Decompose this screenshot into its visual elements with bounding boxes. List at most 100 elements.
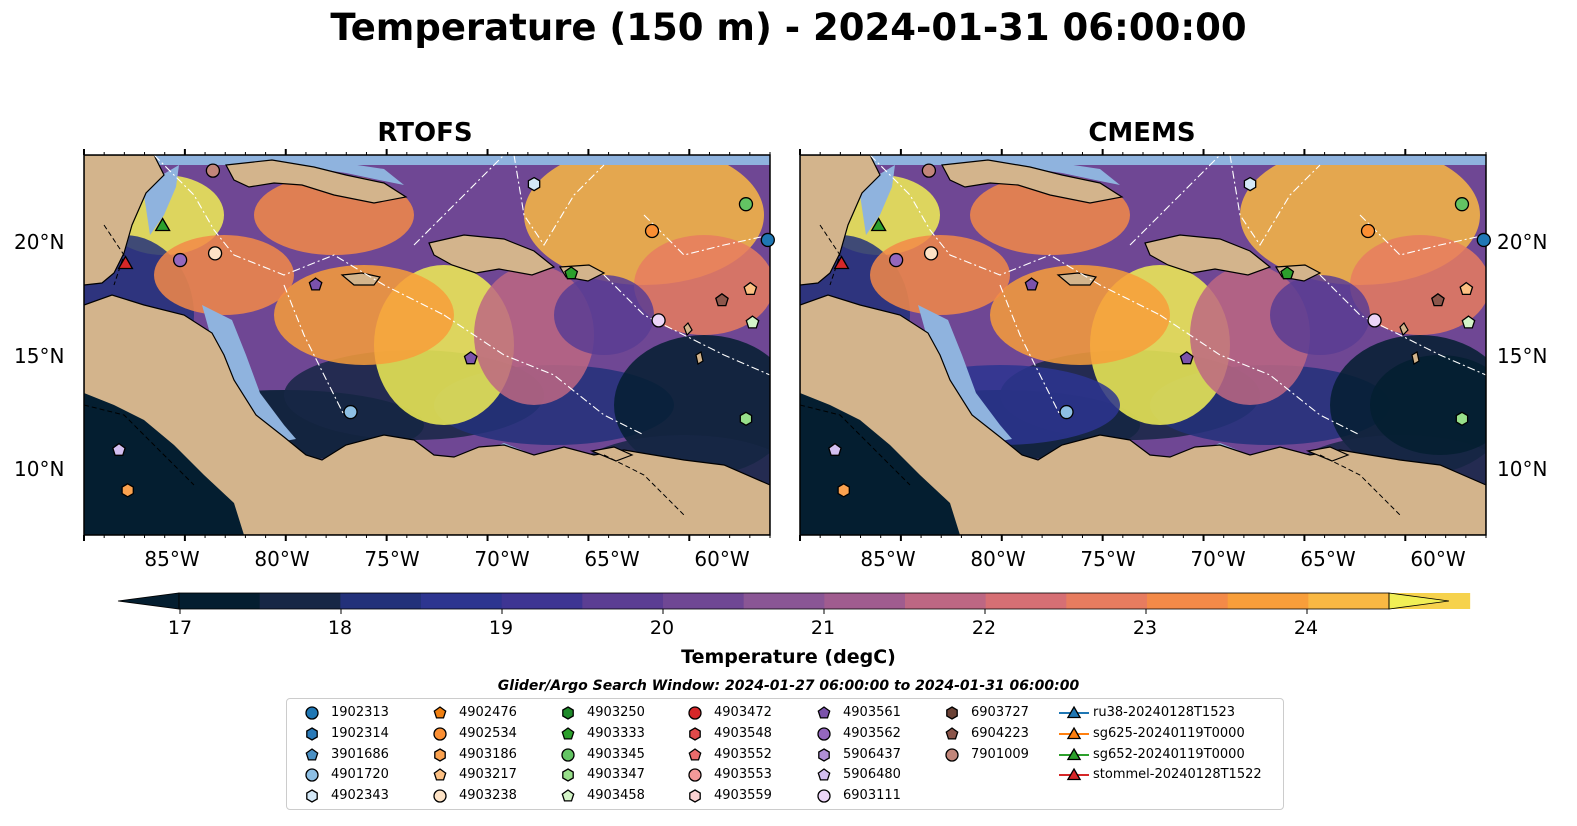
- legend-hexagon-icon: [562, 768, 574, 783]
- colorbar: [117, 592, 1471, 614]
- land: [683, 322, 693, 337]
- legend-marker-icon: [945, 747, 959, 762]
- lon-tick-80w-b: 80°W: [970, 547, 1026, 571]
- marker-5906480: [828, 442, 842, 456]
- land: [1144, 234, 1272, 276]
- lon-tick-60w: 60°W: [694, 547, 750, 571]
- legend-label: 4903333: [587, 725, 645, 741]
- legend-marker-icon: [433, 768, 447, 781]
- lon-tick-75w-b: 75°W: [1080, 547, 1136, 571]
- eez-boundary: [283, 284, 345, 416]
- marker-4903561: [1179, 351, 1194, 365]
- eez-boundary: [1319, 274, 1486, 376]
- legend-marker-icon: [306, 789, 318, 803]
- marker-4903238: [923, 246, 939, 261]
- legend-hexagon-icon: [818, 747, 830, 762]
- marker-stommel-20240128T1522: [833, 255, 850, 270]
- legend-marker-icon: [817, 706, 831, 719]
- marker-5906480: [112, 442, 126, 456]
- lat-tick-15n-right: 15°N: [1497, 344, 1548, 368]
- land: [800, 155, 881, 286]
- page-title: Temperature (150 m) - 2024-01-31 06:00:0…: [330, 6, 1247, 49]
- legend-label: 6903727: [971, 705, 1029, 720]
- land: [340, 272, 382, 286]
- marker-4902343: [1243, 176, 1257, 192]
- eez-boundary: [413, 155, 505, 246]
- temperature-blob: [634, 235, 770, 335]
- legend-triangle-icon: [1066, 768, 1082, 781]
- colorbar-segment: [421, 593, 503, 609]
- shallow-water: [202, 305, 296, 443]
- legend-label: 5906437: [843, 746, 901, 762]
- lon-tick-85w-b: 85°W: [860, 547, 916, 571]
- legend-circle-icon: [433, 789, 447, 803]
- legend-label: stommel-20240128T1522: [1093, 767, 1262, 783]
- pacific-ocean: [800, 393, 960, 535]
- legend-label: 4903238: [459, 788, 517, 804]
- country-border: [819, 224, 841, 286]
- legend-label: 4903552: [714, 746, 772, 762]
- legend: 1902313 1902314 3901686 4901720 4902343 49024…: [286, 698, 1284, 810]
- legend-marker-icon: [434, 747, 446, 762]
- colorbar-segment: [743, 593, 825, 609]
- shallow-water: [144, 165, 179, 235]
- legend-pentagon-icon: [817, 706, 831, 719]
- map-rtofs: [83, 149, 775, 541]
- legend-marker-icon: [688, 747, 702, 761]
- legend-label: 4903548: [714, 725, 772, 741]
- legend-pentagon-icon: [561, 726, 575, 740]
- shallow-water: [1000, 159, 1120, 185]
- marker-4902343: [527, 176, 541, 192]
- eez-boundary: [1229, 155, 1321, 247]
- legend-label: 4903217: [459, 767, 517, 783]
- legend-marker-icon: [561, 789, 575, 802]
- country-border: [84, 404, 195, 486]
- legend-pentagon-icon: [433, 706, 447, 719]
- colorbar-segment: [501, 593, 583, 609]
- legend-marker-icon: [433, 727, 447, 741]
- legend-label: 7901009: [971, 746, 1029, 762]
- legend-marker-icon: [688, 706, 702, 720]
- marker-4903217: [743, 281, 758, 296]
- legend-pentagon-icon: [688, 747, 702, 761]
- legend-marker-icon: [818, 747, 830, 762]
- legend-label: 4903250: [587, 705, 645, 720]
- temperature-blob: [1270, 275, 1370, 355]
- legend-label: 6903111: [843, 788, 901, 804]
- legend-marker-icon: [1059, 705, 1089, 719]
- land: [1305, 446, 1350, 462]
- marker-sg652-20240119T0000: [154, 217, 171, 232]
- legend-marker-icon: [305, 747, 319, 761]
- lon-tick-70w-b: 70°W: [1190, 547, 1246, 571]
- marker-4903561: [308, 277, 323, 291]
- legend-label: 4902343: [331, 788, 389, 804]
- land: [84, 155, 165, 286]
- eez-boundary: [603, 274, 770, 376]
- legend-hexagon-icon: [946, 706, 958, 720]
- colorbar-tick: 22: [971, 617, 997, 639]
- country-border: [603, 454, 685, 516]
- eez-boundary: [513, 155, 605, 247]
- lon-tick-85w: 85°W: [144, 547, 200, 571]
- colorbar-tick: 23: [1132, 617, 1158, 639]
- temperature-blob: [154, 235, 294, 315]
- marker-4903333: [1280, 266, 1295, 280]
- legend-pentagon-icon: [945, 726, 959, 740]
- colorbar-segment: [1147, 593, 1229, 609]
- shallow-water: [284, 159, 404, 185]
- legend-pentagon-icon: [817, 768, 831, 781]
- legend-marker-icon: [433, 789, 447, 803]
- colorbar-segment: [985, 593, 1067, 609]
- land: [695, 351, 704, 365]
- marker-4901720: [343, 404, 358, 420]
- panel-title-cmems: CMEMS: [1088, 118, 1196, 148]
- legend-label: 4903347: [587, 767, 645, 783]
- eez-boundary: [1159, 314, 1361, 436]
- lon-tick-75w: 75°W: [364, 547, 420, 571]
- legend-hexagon-icon: [306, 789, 318, 803]
- marker-1902313: [760, 232, 775, 248]
- legend-label: 4903553: [714, 767, 772, 783]
- shallow-water: [860, 165, 895, 235]
- legend-marker-icon: [1059, 747, 1089, 760]
- land: [589, 446, 634, 462]
